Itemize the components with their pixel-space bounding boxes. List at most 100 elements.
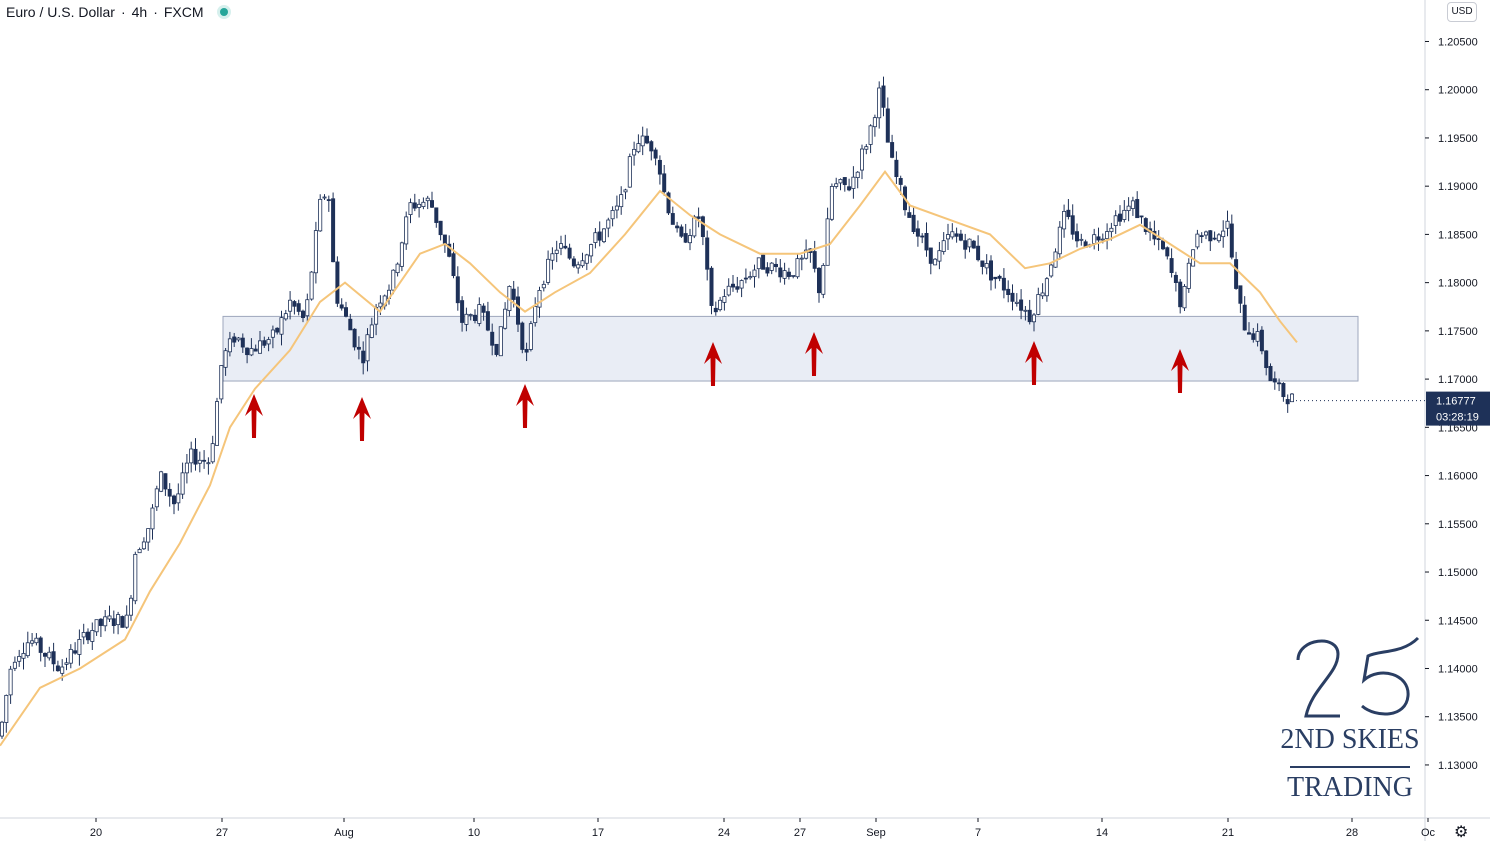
candle[interactable] (756, 257, 761, 270)
candle[interactable] (924, 233, 929, 251)
candle[interactable] (451, 253, 456, 277)
candle[interactable] (1255, 331, 1260, 342)
candle[interactable] (51, 651, 56, 665)
candle[interactable] (1079, 238, 1084, 241)
candle[interactable] (722, 296, 727, 303)
candle[interactable] (632, 148, 637, 156)
candle[interactable] (980, 260, 985, 267)
candle[interactable] (718, 299, 723, 311)
candle[interactable] (679, 226, 684, 237)
candle[interactable] (1040, 292, 1045, 297)
candle[interactable] (688, 235, 693, 244)
candle[interactable] (1070, 215, 1075, 235)
candle[interactable] (481, 305, 486, 313)
candle[interactable] (81, 632, 86, 638)
candle[interactable] (731, 283, 736, 288)
candle[interactable] (834, 183, 839, 187)
moving-average-line[interactable] (0, 170, 1298, 747)
candle[interactable] (343, 307, 348, 317)
candle[interactable] (111, 618, 116, 626)
candle[interactable] (55, 665, 60, 672)
candle[interactable] (546, 258, 551, 283)
candle[interactable] (98, 618, 103, 626)
candle[interactable] (855, 171, 860, 178)
candle[interactable] (976, 245, 981, 261)
candle[interactable] (167, 488, 172, 497)
candle[interactable] (434, 207, 439, 223)
candle[interactable] (292, 301, 297, 307)
support-zone[interactable] (222, 315, 1359, 382)
candle[interactable] (670, 213, 675, 225)
candle[interactable] (769, 262, 774, 271)
candle[interactable] (1161, 240, 1166, 250)
candle[interactable] (915, 228, 920, 237)
candle[interactable] (180, 472, 185, 495)
candle[interactable] (176, 493, 181, 504)
candle[interactable] (455, 276, 460, 304)
candle[interactable] (778, 267, 783, 278)
candle[interactable] (516, 296, 521, 325)
candle[interactable] (1225, 220, 1230, 229)
candle[interactable] (1238, 285, 1243, 304)
candle[interactable] (429, 200, 434, 208)
candle[interactable] (8, 668, 13, 696)
candle[interactable] (700, 216, 705, 238)
candle[interactable] (610, 210, 615, 220)
candle[interactable] (954, 233, 959, 237)
candle[interactable] (511, 288, 516, 300)
candle[interactable] (12, 661, 17, 669)
candle[interactable] (928, 247, 933, 264)
candle[interactable] (1264, 350, 1269, 369)
candle[interactable] (726, 285, 731, 296)
candle[interactable] (791, 275, 796, 277)
candle[interactable] (1169, 258, 1174, 273)
candle[interactable] (472, 314, 477, 321)
candle[interactable] (593, 232, 598, 243)
candle[interactable] (210, 443, 215, 463)
candle[interactable] (150, 507, 155, 530)
interval-label[interactable]: 4h (131, 4, 148, 20)
candle[interactable] (279, 317, 284, 335)
candle[interactable] (752, 269, 757, 278)
candle[interactable] (141, 541, 146, 550)
candle[interactable] (249, 348, 254, 356)
candle[interactable] (795, 258, 800, 278)
candle[interactable] (713, 307, 718, 313)
settings-gear-icon[interactable]: ⚙ (1454, 824, 1469, 841)
candle[interactable] (154, 488, 159, 508)
candle[interactable] (864, 146, 869, 150)
candle[interactable] (614, 205, 619, 211)
candle[interactable] (68, 648, 73, 664)
candle[interactable] (404, 216, 409, 245)
candle[interactable] (120, 616, 125, 628)
candle[interactable] (236, 337, 241, 341)
candle[interactable] (1096, 236, 1101, 241)
candle[interactable] (1259, 329, 1264, 352)
candle[interactable] (60, 666, 65, 674)
candle[interactable] (1135, 199, 1140, 219)
candle[interactable] (1290, 393, 1295, 403)
candle[interactable] (17, 655, 22, 662)
candle[interactable] (898, 178, 903, 185)
candle[interactable] (1130, 200, 1135, 209)
candle[interactable] (584, 254, 589, 264)
candle[interactable] (1049, 264, 1054, 277)
candle[interactable] (1242, 304, 1247, 331)
candle[interactable] (602, 228, 607, 243)
candle[interactable] (361, 350, 366, 364)
candle[interactable] (189, 448, 194, 464)
candle[interactable] (847, 186, 852, 191)
candle[interactable] (1075, 231, 1080, 242)
candle[interactable] (920, 235, 925, 238)
candle[interactable] (1272, 378, 1277, 383)
candle[interactable] (997, 275, 1002, 279)
candle[interactable] (128, 597, 133, 616)
candle[interactable] (90, 630, 95, 642)
candle[interactable] (313, 230, 318, 274)
candle[interactable] (124, 614, 129, 628)
candle[interactable] (356, 346, 361, 350)
candle[interactable] (653, 149, 658, 159)
candle[interactable] (408, 202, 413, 216)
candle[interactable] (305, 299, 310, 317)
